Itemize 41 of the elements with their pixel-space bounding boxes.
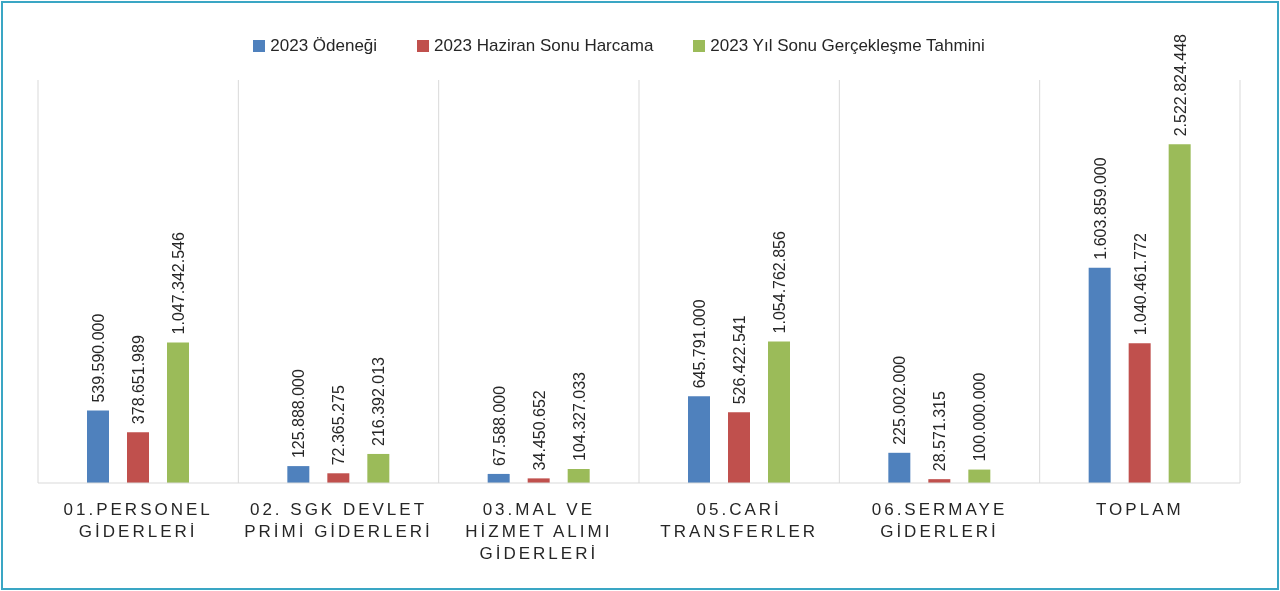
data-label: 539.590.000	[90, 313, 107, 403]
legend-label: 2023 Haziran Sonu Harcama	[433, 36, 654, 56]
bar	[1128, 343, 1151, 483]
x-tick-label: 02. SGK DEVLET PRİMİ GİDERLERİ	[244, 500, 433, 541]
data-label: 34.450.652	[530, 390, 548, 471]
bar	[87, 410, 109, 483]
bar	[167, 342, 189, 483]
x-tick-label: 01.PERSONEL GİDERLERİ	[63, 500, 213, 541]
bar	[127, 432, 149, 483]
legend-label: 2023 Ödeneği	[269, 36, 378, 56]
bar	[888, 452, 911, 483]
data-label: 1.040.461.772	[1131, 232, 1149, 336]
data-label: 72.365.275	[330, 385, 348, 466]
data-label: 645.791.000	[691, 299, 708, 389]
data-label: 100.000.000	[971, 372, 989, 462]
bar	[728, 412, 750, 483]
data-label: 67.588.000	[490, 385, 508, 466]
data-label: 2.522.824.448	[1171, 33, 1189, 137]
x-tick-label: TOPLAM	[1096, 500, 1184, 519]
bar	[1168, 144, 1191, 483]
bar	[287, 466, 310, 483]
data-label: 125.888.000	[290, 369, 308, 459]
bar	[688, 396, 710, 483]
bar	[567, 469, 590, 483]
data-label: 1.047.342.546	[170, 231, 187, 335]
data-label: 104.327.033	[570, 371, 588, 461]
data-label: 378.651.989	[130, 335, 147, 425]
bar	[1088, 267, 1111, 483]
bar	[327, 473, 350, 483]
legend-label: 2023 Yıl Sonu Gerçekleşme Tahmini	[709, 36, 985, 56]
bar	[768, 341, 790, 483]
x-tick-label: 03.MAL VE HİZMET ALIMI GİDERLERİ	[465, 500, 613, 563]
x-tick-label: 06.SERMAYE GİDERLERİ	[871, 500, 1008, 541]
data-label: 1.603.859.000	[1091, 157, 1109, 260]
bar	[367, 453, 390, 483]
data-label: 526.422.541	[731, 315, 748, 405]
data-label: 28.571.315	[931, 390, 949, 472]
data-label: 225.002.000	[891, 355, 909, 445]
data-label: 216.392.013	[370, 356, 388, 446]
data-label: 1.054.762.856	[771, 230, 788, 334]
x-tick-label: 05.CARİ TRANSFERLER	[660, 500, 819, 541]
